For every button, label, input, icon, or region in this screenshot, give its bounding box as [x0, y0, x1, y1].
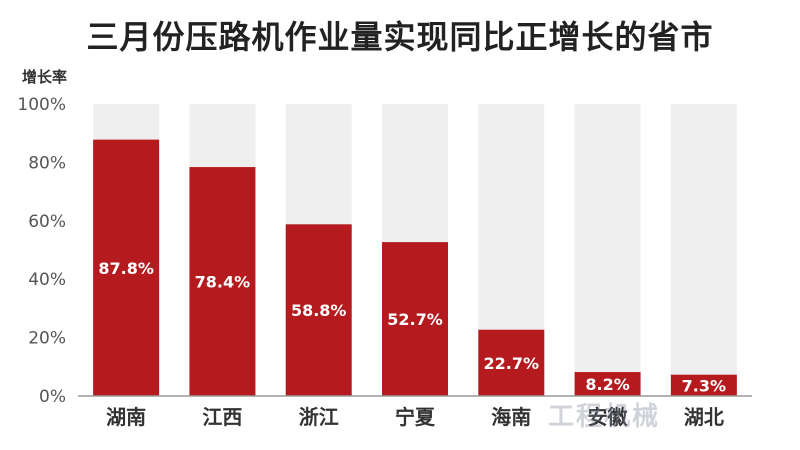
bars [93, 139, 737, 396]
data-label-6: 7.3% [682, 376, 726, 395]
category-label-6: 湖北 [684, 405, 724, 429]
y-tick-label-4: 80% [28, 153, 66, 173]
y-axis-label: 增长率 [22, 68, 67, 86]
data-labels: 87.8% 78.4% 58.8% 52.7% 22.7% 8.2% 7.3% [98, 259, 726, 396]
category-label-5: 安徽 [588, 405, 629, 429]
y-tick-label-3: 60% [28, 212, 66, 232]
y-axis-ticks: 0% 20% 40% 60% 80% 100% [17, 95, 66, 407]
bar-track-6 [670, 104, 737, 396]
category-label-4: 海南 [491, 405, 531, 429]
data-label-2: 58.8% [291, 301, 347, 320]
watermark: 工程机械 [548, 402, 661, 432]
data-label-4: 22.7% [484, 354, 540, 373]
data-label-0: 87.8% [98, 259, 154, 278]
bar-track-5 [574, 104, 641, 396]
bar-6 [670, 374, 737, 396]
chart-title: 三月份压路机作业量实现同比正增长的省市 [86, 18, 714, 56]
data-label-1: 78.4% [195, 273, 251, 292]
y-tick-label-0: 0% [39, 387, 66, 407]
category-label-3: 宁夏 [395, 405, 436, 429]
bar-4 [478, 329, 545, 396]
y-tick-label-2: 40% [28, 270, 66, 290]
data-label-3: 52.7% [387, 310, 443, 329]
category-label-1: 江西 [202, 405, 242, 429]
bar-5 [574, 372, 641, 396]
bar-2 [285, 224, 352, 396]
y-tick-label-5: 100% [17, 95, 66, 115]
category-label-0: 湖南 [106, 405, 146, 429]
bar-3 [382, 242, 448, 396]
category-labels: 湖南 江西 浙江 宁夏 海南 安徽 湖北 [106, 405, 724, 429]
category-label-2: 浙江 [299, 405, 339, 429]
bar-0 [93, 139, 160, 396]
bar-1 [189, 167, 256, 396]
data-label-5: 8.2% [585, 375, 629, 394]
y-tick-label-1: 20% [28, 329, 66, 349]
